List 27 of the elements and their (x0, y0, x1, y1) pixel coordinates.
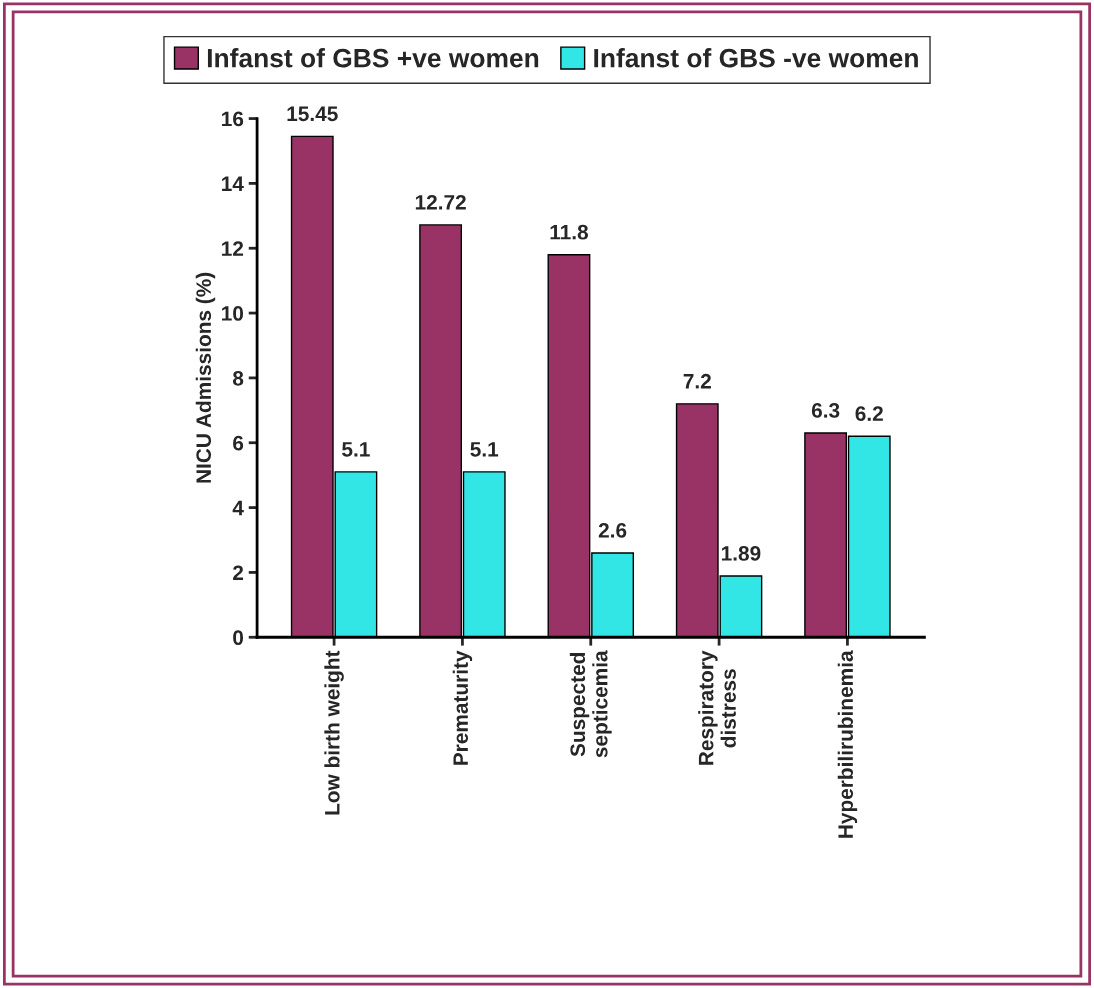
x-tick-label: Hyperbilirubinemia (837, 650, 858, 838)
data-label: 11.8 (550, 224, 589, 240)
data-label: 2.6 (598, 522, 627, 538)
y-tick-label: 6 (233, 435, 244, 451)
data-label: 6.2 (855, 406, 883, 422)
data-label: 12.72 (415, 194, 466, 210)
y-tick-label: 14 (222, 176, 244, 191)
y-tick-label: 8 (232, 370, 244, 386)
y-tick-label: 2 (233, 565, 244, 580)
y-tick-label: 12 (222, 241, 244, 256)
data-label: 5.1 (342, 442, 370, 457)
y-tick-label: 0 (233, 630, 244, 646)
x-tick-label: Prematurity (452, 650, 473, 765)
x-tick-label: Low birth weight (324, 650, 344, 815)
data-label: 15.45 (287, 106, 338, 122)
legend-label: Infanst of GBS -ve women (594, 48, 918, 68)
x-tick-label: Respiratory distress (698, 650, 736, 765)
x-tick-label: Suspected septicemia (569, 650, 612, 758)
legend-label: Infanst of GBS +ve women (207, 48, 539, 68)
data-label: 6.3 (811, 403, 840, 418)
y-tick-label: 16 (222, 111, 244, 127)
data-label: 1.89 (721, 546, 761, 561)
data-label: 5.1 (470, 442, 499, 457)
y-tick-label: 4 (232, 500, 244, 516)
data-label: 7.2 (683, 373, 711, 389)
y-axis-title: NICU Admissions (%) (195, 272, 216, 483)
y-tick-label: 10 (222, 306, 244, 321)
